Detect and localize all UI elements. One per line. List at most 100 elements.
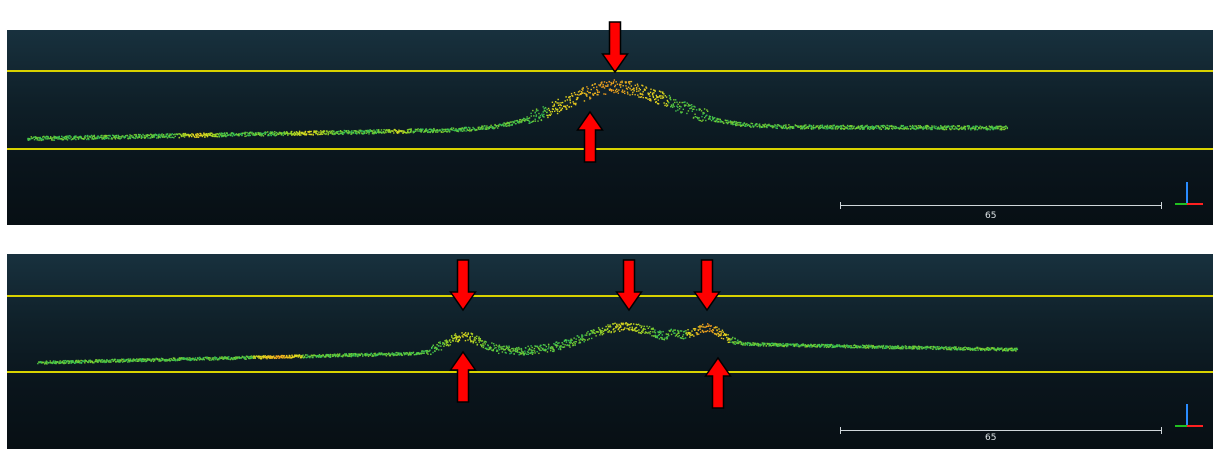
cloud-point [266,357,268,360]
cloud-point [939,348,942,350]
cloud-point [500,348,502,350]
cloud-point [798,345,801,348]
cloud-point [297,356,299,358]
cloud-point [900,125,903,127]
cloud-point [576,97,579,99]
cloud-point [456,130,458,133]
cloud-point [52,139,54,141]
cloud-point [641,330,643,333]
cloud-point [43,135,45,138]
cloud-point [816,125,818,127]
cloud-point [794,345,796,347]
cloud-point [521,350,523,353]
cloud-point [315,132,318,134]
cloud-point [96,359,98,361]
cloud-point [693,108,695,111]
cloud-point [926,347,929,349]
cloud-point [229,358,232,361]
cloud-point [856,347,859,349]
cloud-point [986,129,988,131]
cloud-point [166,133,169,135]
cloud-point [30,136,32,138]
cloud-point [363,131,366,133]
cloud-point [890,127,893,130]
cloud-point [616,324,618,326]
cloud-point [209,134,211,136]
cloud-point [775,124,777,126]
cloud-point [596,88,598,91]
cloud-point [504,351,506,354]
cloud-point [727,337,729,339]
cloud-point [460,129,462,131]
cloud-point [603,87,606,89]
cloud-point [469,130,471,132]
cloud-point [446,128,448,131]
cloud-point [651,92,654,95]
cloud-point [228,358,230,360]
cloud-point [154,358,156,361]
cloud-point [265,356,268,359]
cloud-point [378,129,380,131]
cloud-point [507,347,510,350]
cloud-point [928,126,930,129]
cloud-point [839,346,842,348]
cloud-point [123,360,125,362]
cloud-point [163,136,165,138]
cloud-point [405,351,407,354]
cloud-point [597,331,600,333]
cloud-point [38,136,40,139]
cloud-point [396,132,399,134]
cloud-point [617,325,619,327]
cloud-point [369,130,372,133]
point-cloud-viewport-bottom[interactable]: 65 [7,254,1213,449]
cloud-point [423,352,425,354]
cloud-point [885,127,887,130]
cloud-point [849,128,851,130]
cloud-point [222,132,224,135]
point-cloud-viewport-top[interactable]: 65 [7,30,1213,225]
cloud-point [569,95,571,98]
cloud-point [740,124,742,126]
cloud-point [68,361,70,363]
cloud-point [542,115,544,118]
cloud-point [419,128,421,131]
cloud-point [290,131,292,134]
cloud-point [524,347,527,349]
cloud-point [206,357,208,360]
cloud-point [544,110,547,112]
cloud-point [250,355,253,357]
cloud-point [568,341,571,344]
cloud-point [566,339,568,341]
cloud-point [642,85,644,87]
cloud-point [994,127,997,130]
cloud-point [691,110,693,112]
cloud-point [490,126,492,128]
cloud-point [687,110,690,112]
cloud-point [104,137,107,139]
cloud-point [837,344,839,346]
cloud-point [80,362,83,364]
cloud-point [151,134,153,136]
cloud-point [84,362,86,364]
cloud-point [571,342,574,345]
cloud-point [338,355,340,358]
cloud-point [539,345,541,348]
cloud-point [218,136,221,138]
cloud-point [812,345,814,347]
cloud-point [825,346,828,349]
cloud-point [518,346,520,349]
cloud-point [844,345,846,347]
cloud-point [359,354,361,356]
cloud-point [498,344,501,346]
cloud-point [320,354,322,357]
cloud-point [125,358,128,361]
cloud-point [153,358,155,361]
cloud-point [669,97,671,100]
cloud-point [522,352,524,355]
cloud-point [689,332,692,334]
cloud-point [309,356,311,359]
cloud-point [215,357,218,359]
cloud-point [481,125,483,127]
cloud-point [853,125,855,128]
cloud-point [635,88,638,90]
